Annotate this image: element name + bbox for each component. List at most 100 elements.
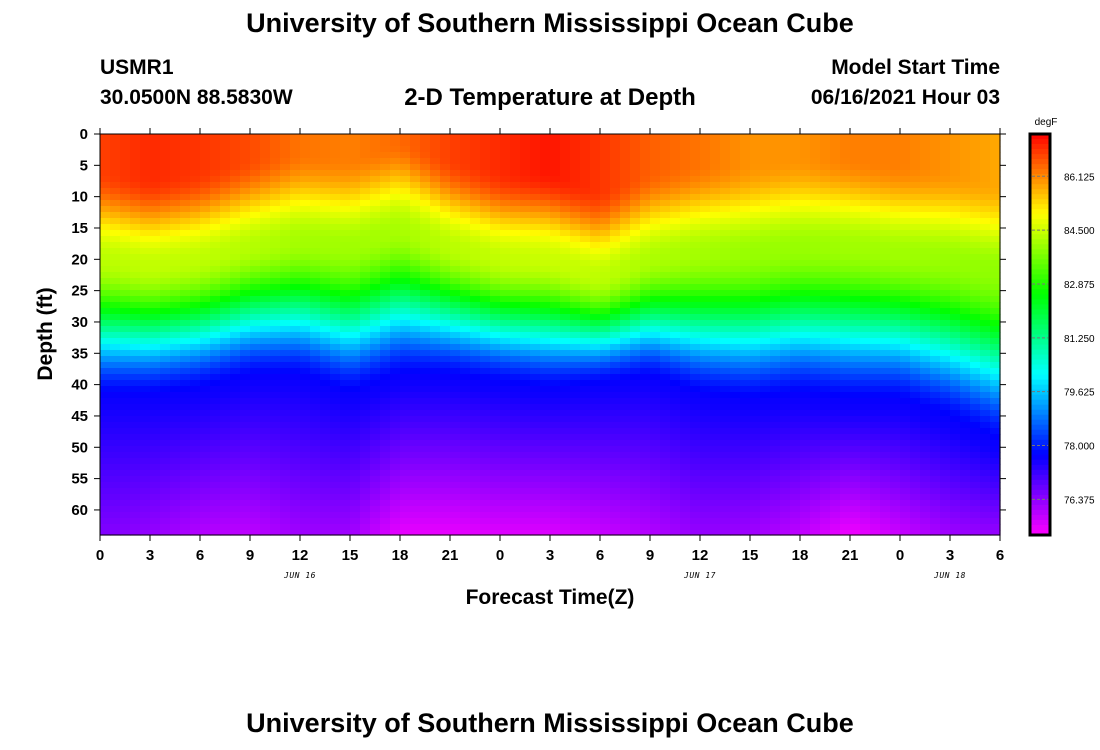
heatmap-cell [320,386,331,393]
heatmap-cell [710,488,721,495]
heatmap-cell [420,206,431,213]
heatmap-cell [510,170,521,177]
heatmap-cell [300,206,311,213]
heatmap-cell [720,194,731,201]
heatmap-cell [560,230,571,237]
heatmap-cell [560,194,571,201]
heatmap-cell [720,314,731,321]
heatmap-cell [160,452,171,459]
heatmap-cell [140,152,151,159]
heatmap-cell [340,320,351,327]
heatmap-cell [710,506,721,513]
heatmap-cell [780,158,791,165]
heatmap-cell [390,242,401,249]
heatmap-cell [790,224,801,231]
heatmap-cell [760,458,771,465]
heatmap-cell [400,338,411,345]
heatmap-cell [260,284,271,291]
heatmap-cell [450,476,461,483]
heatmap-cell [430,290,441,297]
heatmap-cell [630,410,641,417]
heatmap-cell [220,218,231,225]
heatmap-cell [790,140,801,147]
heatmap-cell [730,302,741,309]
heatmap-cell [570,362,581,369]
heatmap-cell [550,302,561,309]
heatmap-cell [600,284,611,291]
heatmap-cell [580,188,591,195]
heatmap-cell [780,386,791,393]
heatmap-cell [440,380,451,387]
heatmap-cell [800,314,811,321]
heatmap-cell [310,182,321,189]
heatmap-cell [800,176,811,183]
heatmap-cell [610,200,621,207]
heatmap-cell [380,302,391,309]
heatmap-cell [830,398,841,405]
heatmap-cell [800,446,811,453]
heatmap-cell [450,200,461,207]
heatmap-cell [240,500,251,507]
heatmap-cell [580,506,591,513]
heatmap-cell [290,284,301,291]
heatmap-cell [480,326,491,333]
heatmap-cell [830,482,841,489]
heatmap-cell [440,344,451,351]
heatmap-cell [640,242,651,249]
heatmap-cell [330,194,341,201]
heatmap-cell [620,272,631,279]
heatmap-cell [130,326,141,333]
heatmap-cell [640,440,651,447]
heatmap-cell [320,284,331,291]
heatmap-cell [800,266,811,273]
heatmap-cell [410,254,421,261]
main-title: University of Southern Mississippi Ocean… [246,8,854,38]
heatmap-cell [270,266,281,273]
heatmap-cell [720,146,731,153]
heatmap-cell [640,260,651,267]
heatmap-cell [450,176,461,183]
heatmap-cell [600,494,611,501]
heatmap-cell [590,518,601,525]
heatmap-cell [320,254,331,261]
heatmap-cell [430,218,441,225]
heatmap-cell [490,362,501,369]
heatmap-cell [350,398,361,405]
heatmap-cell [110,182,121,189]
heatmap-cell [610,242,621,249]
heatmap-cell [760,320,771,327]
heatmap-cell [700,230,711,237]
heatmap-cell [610,410,621,417]
heatmap-cell [770,158,781,165]
heatmap-cell [410,230,421,237]
heatmap-cell [500,320,511,327]
heatmap-cell [630,332,641,339]
heatmap-cell [320,428,331,435]
heatmap-cell [520,272,531,279]
heatmap-cell [430,458,441,465]
heatmap-cell [350,446,361,453]
heatmap-cell [610,284,621,291]
heatmap-cell [100,260,111,267]
heatmap-cell [310,242,321,249]
heatmap-cell [840,248,851,255]
heatmap-cell [260,488,271,495]
heatmap-cell [570,260,581,267]
heatmap-cell [240,440,251,447]
heatmap-cell [360,194,371,201]
heatmap-cell [210,266,221,273]
heatmap-cell [820,320,831,327]
heatmap-cell [700,356,711,363]
heatmap-cell [260,308,271,315]
heatmap-cell [380,236,391,243]
heatmap-cell [780,152,791,159]
heatmap-cell [680,242,691,249]
heatmap-cell [830,326,841,333]
heatmap-cell [730,278,741,285]
heatmap-cell [230,416,241,423]
heatmap-cell [410,506,421,513]
heatmap-cell [650,188,661,195]
heatmap-cell [540,146,551,153]
heatmap-cell [710,206,721,213]
heatmap-cell [350,374,361,381]
